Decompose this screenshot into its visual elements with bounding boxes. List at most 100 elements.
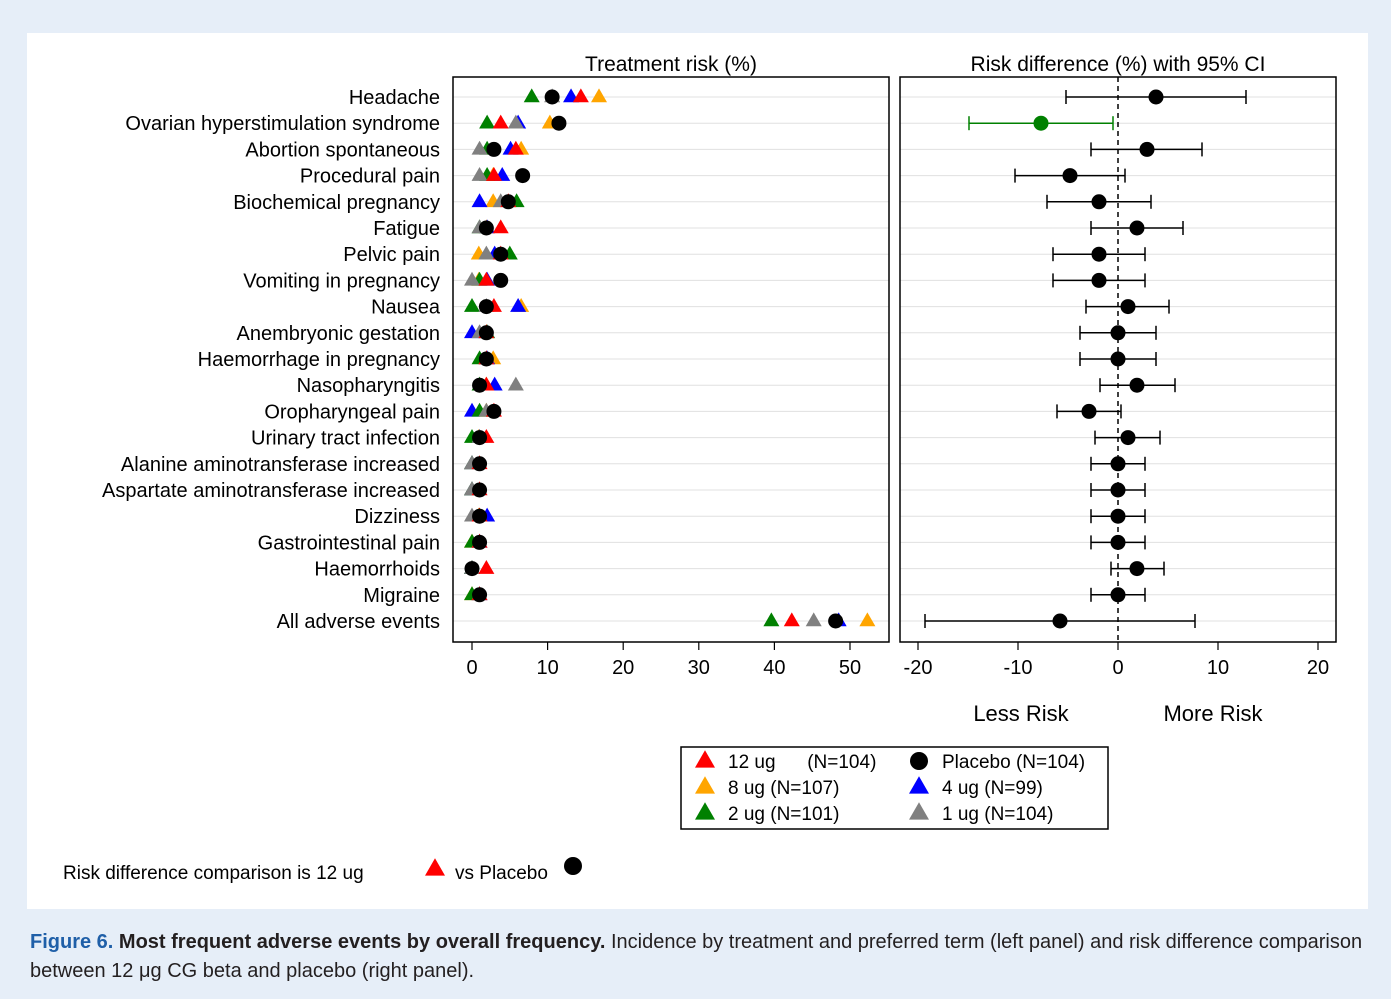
left-point-triangle — [572, 88, 589, 103]
figure-caption: Figure 6. Most frequent adverse events b… — [30, 928, 1370, 986]
risk-difference-point — [1081, 403, 1097, 419]
risk-difference-point — [1139, 141, 1155, 157]
left-point-triangle — [783, 612, 800, 627]
category-label: Haemorrhoids — [314, 559, 440, 581]
category-label: Biochemical pregnancy — [233, 192, 440, 214]
legend-label: 12 ug (N=104) — [728, 752, 876, 773]
treatment-risk-panel: Treatment risk (%) 0 10 20 30 40 50 — [452, 53, 890, 679]
caption-text-1: Incidence by treatment and preferred ter… — [30, 931, 1363, 982]
left-point-triangle — [859, 612, 876, 627]
right-x-tick-label: 0 — [1112, 657, 1123, 679]
category-label: Dizziness — [354, 506, 440, 528]
left-chart-title: Treatment risk (%) — [585, 53, 757, 76]
left-point-circle — [486, 403, 502, 419]
category-labels: Headache Ovarian hyperstimulation syndrom… — [102, 87, 441, 633]
left-point-circle — [493, 246, 509, 262]
left-point-circle — [828, 613, 844, 629]
legend-label: 1 ug (N=104) — [942, 804, 1053, 825]
caption-text-2: CG beta and placebo (right panel). — [167, 960, 475, 982]
legend-label: Placebo (N=104) — [942, 752, 1085, 773]
category-label: Nausea — [371, 297, 441, 319]
left-point-triangle — [479, 114, 496, 129]
comparison-note: Risk difference comparison is 12 ug vs Pl… — [63, 857, 582, 884]
legend-marker — [695, 802, 715, 820]
risk-difference-point — [1110, 508, 1126, 524]
risk-difference-point — [1129, 561, 1145, 577]
left-point-circle — [478, 220, 494, 236]
category-label: Anembryonic gestation — [237, 323, 440, 345]
category-label: Abortion spontaneous — [245, 139, 440, 161]
left-point-triangle — [471, 193, 488, 208]
right-x-tick-label: -20 — [904, 657, 933, 679]
category-label: Headache — [349, 87, 440, 109]
caption-unit: μg — [138, 960, 162, 982]
legend-label: 4 ug (N=99) — [942, 778, 1043, 799]
left-point-triangle — [471, 140, 488, 155]
left-point-triangle — [805, 612, 822, 627]
category-label: Alanine aminotransferase increased — [121, 454, 440, 476]
left-point-circle — [478, 325, 494, 341]
right-x-tick-label: 20 — [1307, 657, 1329, 679]
left-x-tick-label: 40 — [763, 657, 785, 679]
left-point-triangle — [485, 167, 502, 181]
left-point-triangle — [510, 298, 527, 312]
risk-difference-point — [1129, 377, 1145, 393]
left-x-tick-label: 10 — [536, 657, 558, 679]
category-label: Ovarian hyperstimulation syndrome — [125, 113, 440, 135]
category-label: Nasopharyngitis — [297, 375, 440, 397]
left-point-triangle — [478, 271, 495, 286]
legend: 12 ug (N=104) Placebo (N=104) 8 ug (N=107)… — [680, 746, 1109, 830]
left-point-circle — [472, 482, 488, 498]
category-label: Fatigue — [373, 218, 440, 240]
category-label: Pelvic pain — [343, 244, 440, 266]
risk-difference-point — [1062, 168, 1078, 184]
category-label: Vomiting in pregnancy — [243, 270, 440, 292]
figure-title: Most frequent adverse events by overall … — [118, 931, 606, 953]
category-label: Haemorrhage in pregnancy — [198, 349, 440, 371]
risk-difference-point — [1129, 220, 1145, 236]
risk-difference-point — [1110, 351, 1126, 367]
left-point-circle — [472, 587, 488, 603]
left-point-circle — [472, 534, 488, 550]
left-point-circle — [493, 272, 509, 288]
comparison-marker-12ug — [425, 858, 445, 876]
comparison-note-text-2: vs Placebo — [455, 863, 548, 884]
risk-difference-point — [1052, 613, 1068, 629]
left-point-circle — [472, 430, 488, 446]
legend-label: 8 ug (N=107) — [728, 778, 839, 799]
risk-difference-point — [1148, 89, 1164, 105]
risk-difference-panel: Risk difference (%) with 95% CI -20 -10 0 10… — [899, 53, 1337, 726]
legend-marker — [909, 802, 929, 820]
right-x-tick-label: 10 — [1207, 657, 1229, 679]
risk-difference-point — [1110, 534, 1126, 550]
left-point-triangle — [492, 219, 509, 234]
risk-difference-point — [1091, 246, 1107, 262]
right-chart-title: Risk difference (%) with 95% CI — [971, 53, 1266, 76]
left-plot-frame — [452, 76, 890, 643]
right-x-tick-label: -10 — [1004, 657, 1033, 679]
left-point-circle — [478, 351, 494, 367]
left-point-circle — [464, 561, 480, 577]
left-point-triangle — [507, 140, 524, 155]
left-x-tick-label: 50 — [839, 657, 861, 679]
left-point-triangle — [478, 560, 495, 574]
risk-difference-point — [1110, 482, 1126, 498]
risk-difference-point — [1120, 299, 1136, 315]
risk-difference-point — [1091, 194, 1107, 210]
left-point-triangle — [763, 612, 780, 627]
left-point-circle — [544, 89, 560, 105]
left-point-triangle — [471, 167, 488, 181]
comparison-note-text: Risk difference comparison is 12 ug — [63, 863, 364, 884]
risk-difference-point — [1110, 456, 1126, 472]
figure-number: Figure 6. — [30, 931, 114, 953]
left-point-triangle — [591, 88, 608, 103]
category-label: Oropharyngeal pain — [264, 401, 440, 423]
risk-difference-point — [1110, 587, 1126, 603]
category-label: Urinary tract infection — [251, 428, 440, 450]
left-x-tick-label: 30 — [688, 657, 710, 679]
category-label: Migraine — [363, 585, 440, 607]
more-risk-label: More Risk — [1163, 701, 1263, 726]
adverse-events-chart: Treatment risk (%) 0 10 20 30 40 50 Risk diffe… — [63, 53, 1337, 884]
left-point-circle — [472, 508, 488, 524]
legend-marker — [910, 752, 928, 770]
